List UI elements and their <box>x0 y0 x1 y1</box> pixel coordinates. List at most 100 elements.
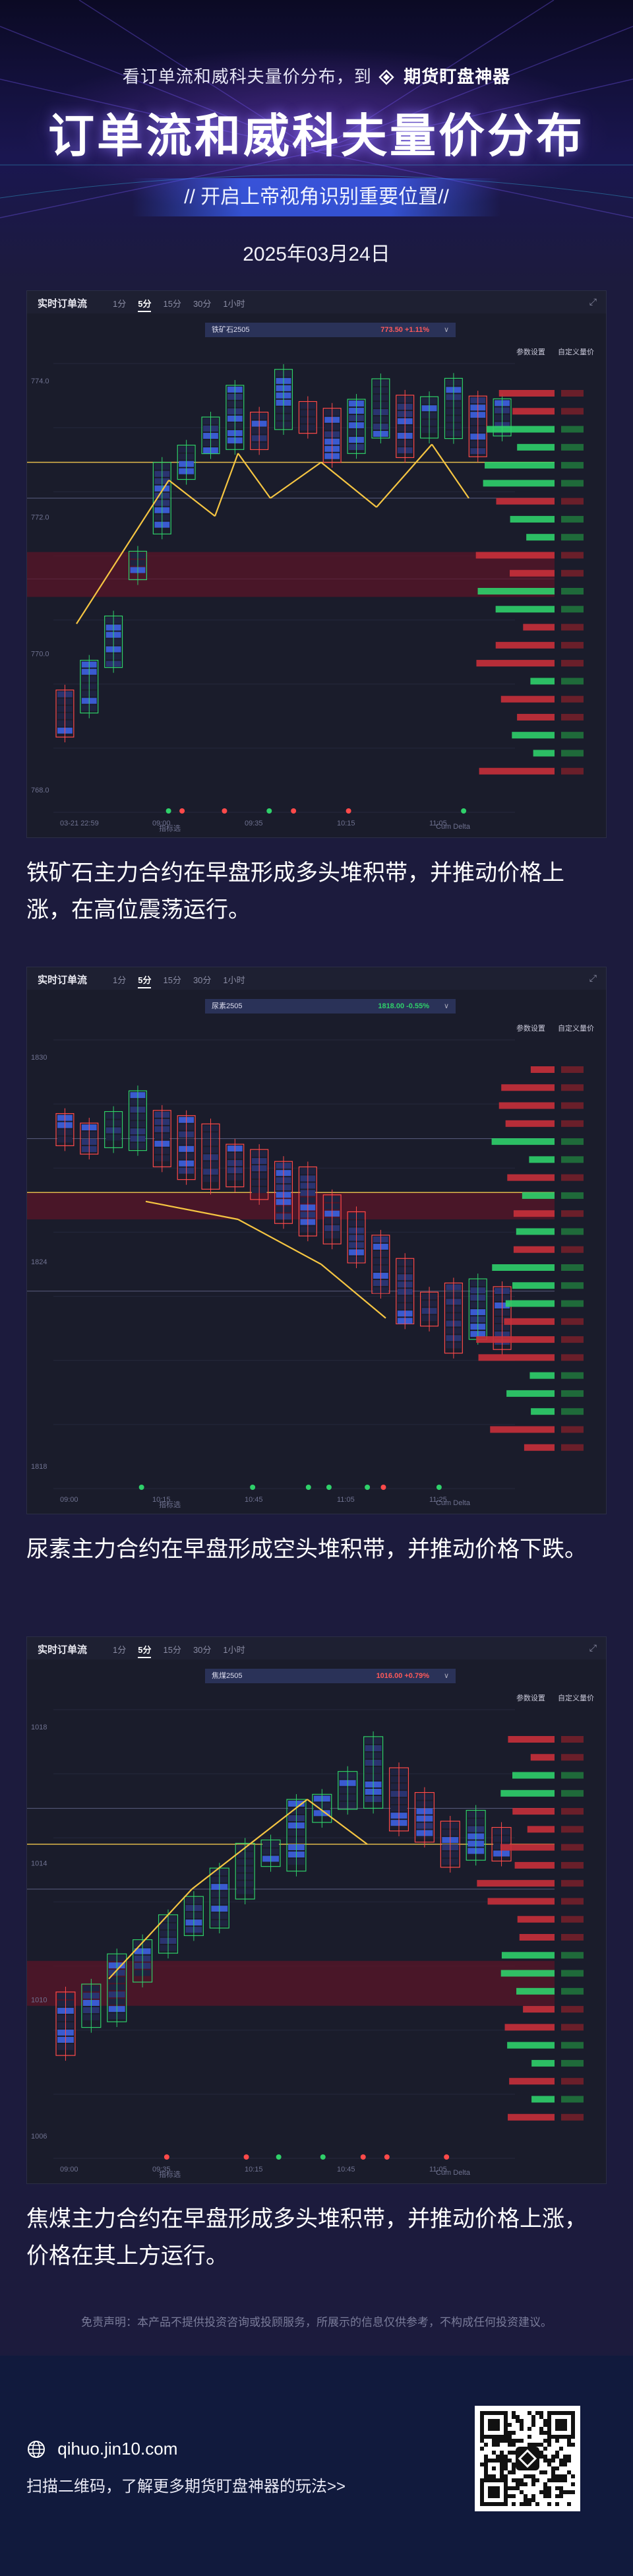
volume-profile-value-box <box>561 1987 584 1995</box>
orderflow-chart-canvas[interactable]: 1018 1014 1010 1006 09:00 09:35 10:15 10:45 11:0… <box>27 1637 607 2184</box>
expand-icon[interactable]: ⤢ <box>589 296 597 307</box>
qr-module <box>555 2466 559 2470</box>
qr-module <box>492 2439 496 2443</box>
qr-module <box>520 2427 524 2431</box>
qr-module <box>543 2470 547 2474</box>
volume-profile-value-box <box>561 2006 584 2013</box>
qr-module <box>528 2435 531 2439</box>
signal-marker <box>164 2154 169 2160</box>
symbol-selector[interactable]: 尿素2505 1818.00 -0.55% ∨ <box>205 999 456 1014</box>
trend-line <box>237 453 271 499</box>
qr-module <box>512 2494 516 2498</box>
time-axis-label: 11:05 <box>429 820 447 827</box>
qr-module <box>492 2459 496 2463</box>
volume-profile-bar <box>524 1444 555 1451</box>
symbol-selector[interactable]: 铁矿石2505 773.50 +1.11% ∨ <box>205 323 456 337</box>
volume-profile-value-box <box>561 1754 584 1761</box>
timeframe-tab[interactable]: 5分 <box>138 299 152 312</box>
qr-module <box>567 2470 571 2474</box>
volume-profile-bar <box>531 2059 555 2067</box>
qr-module <box>496 2459 500 2463</box>
volume-profile-value-box <box>561 1102 584 1109</box>
time-axis-label: 10:15 <box>245 2166 263 2174</box>
qr-module <box>563 2455 567 2459</box>
timeframe-tab[interactable]: 1分 <box>113 975 127 985</box>
timeframe-tab[interactable]: 15分 <box>163 975 181 985</box>
price-tick-label: 770.0 <box>31 650 49 658</box>
volume-profile-bar <box>486 426 555 433</box>
volume-profile-bar <box>500 1970 555 1977</box>
volume-profile-bar <box>475 552 555 559</box>
timeframe-tab[interactable]: 30分 <box>193 299 212 309</box>
timeframe-tab[interactable]: 1小时 <box>223 1645 245 1655</box>
timeframe-tab[interactable]: 1分 <box>113 1645 127 1655</box>
footer-url[interactable]: qihuo.jin10.com <box>26 2439 177 2459</box>
indicator-select-label[interactable]: 指标选 <box>159 825 181 833</box>
params-setting-link[interactable]: 参数设置 <box>516 348 545 356</box>
volume-profile-bar <box>512 408 555 415</box>
qr-module <box>524 2482 528 2486</box>
timeframe-tab[interactable]: 1分 <box>113 299 127 309</box>
qr-code-image <box>480 2411 575 2506</box>
qr-module <box>547 2502 551 2506</box>
custom-volume-link[interactable]: 自定义量价 <box>558 1025 594 1033</box>
chevron-down-icon: ∨ <box>443 1672 449 1680</box>
orderflow-chart-canvas[interactable]: 1830 1824 1818 09:00 10:15 10:45 11:05 11:25 <box>27 967 607 1514</box>
volume-profile-value-box <box>561 1880 584 1887</box>
timeframe-tab[interactable]: 15分 <box>163 1645 181 1655</box>
panel-footer: 指标选 Cum Delta <box>27 2164 606 2183</box>
signal-marker <box>320 2154 326 2160</box>
qr-center-logo <box>518 2449 537 2468</box>
qr-module <box>500 2474 504 2478</box>
volume-profile-value-box <box>561 443 584 451</box>
timeframe-tab[interactable]: 5分 <box>138 1645 152 1658</box>
volume-profile-bar <box>523 2006 555 2013</box>
qr-module <box>488 2459 492 2463</box>
globe-icon <box>28 2441 45 2458</box>
params-setting-link[interactable]: 参数设置 <box>516 1694 545 1702</box>
indicator-select-label[interactable]: 指标选 <box>159 2171 181 2179</box>
custom-volume-link[interactable]: 自定义量价 <box>558 1694 594 1702</box>
qr-module <box>539 2427 543 2431</box>
orderflow-chart-panel-coking-coal[interactable]: 1018 1014 1010 1006 09:00 09:35 10:15 10:45 11:0… <box>26 1636 607 2184</box>
qr-module <box>543 2494 547 2498</box>
price-tick-label: 772.0 <box>31 514 49 522</box>
qr-module <box>516 2439 520 2443</box>
qr-module <box>547 2443 551 2447</box>
params-setting-link[interactable]: 参数设置 <box>516 1025 545 1033</box>
timeframe-tab[interactable]: 15分 <box>163 299 181 309</box>
header-banner: 看订单流和威科夫量价分布，到 期货盯盘神器 订单流和威科夫量价分布 // 开启上… <box>0 0 633 284</box>
symbol-selector[interactable]: 焦煤2505 1016.00 +0.79% ∨ <box>205 1669 456 1683</box>
timeframe-tab[interactable]: 1小时 <box>223 299 245 309</box>
signal-marker <box>250 1485 256 1490</box>
volume-profile-value-box <box>561 2078 584 2085</box>
qr-module <box>508 2435 512 2439</box>
qr-module <box>535 2443 539 2447</box>
volume-profile-bar <box>495 606 555 613</box>
volume-profile-value-box <box>561 1192 584 1199</box>
timeframe-tab[interactable]: 30分 <box>193 1645 212 1655</box>
expand-icon[interactable]: ⤢ <box>589 1642 597 1653</box>
indicator-select-label[interactable]: 指标选 <box>159 1501 181 1509</box>
custom-volume-link[interactable]: 自定义量价 <box>558 348 594 356</box>
volume-profile-bar <box>512 732 555 739</box>
chevron-down-icon: ∨ <box>443 326 449 334</box>
orderflow-chart-panel-urea[interactable]: 1830 1824 1818 09:00 10:15 10:45 11:05 11:25 实时… <box>26 967 607 1514</box>
orderflow-chart-panel-iron-ore[interactable]: 774.0 772.0 770.0 768.0 03-21 22:59 09:00 09:3… <box>26 290 607 838</box>
timeframe-tab[interactable]: 30分 <box>193 975 212 985</box>
qr-module <box>496 2443 500 2447</box>
orderflow-chart-canvas[interactable]: 774.0 772.0 770.0 768.0 03-21 22:59 09:00 09:3… <box>27 291 607 838</box>
qr-module <box>520 2423 524 2427</box>
volume-profile-bar <box>517 713 555 721</box>
qr-module <box>492 2451 496 2455</box>
qr-module <box>563 2463 567 2466</box>
qr-module <box>508 2423 512 2427</box>
panel-title: 实时订单流 <box>38 298 88 309</box>
signal-marker <box>360 2154 366 2160</box>
timeframe-tab[interactable]: 5分 <box>138 975 152 988</box>
timeframe-tab[interactable]: 1小时 <box>223 975 245 985</box>
volume-profile-bar <box>519 1934 555 1941</box>
qr-module <box>531 2478 535 2482</box>
expand-icon[interactable]: ⤢ <box>589 973 597 983</box>
volume-profile-value-box <box>561 1354 584 1361</box>
